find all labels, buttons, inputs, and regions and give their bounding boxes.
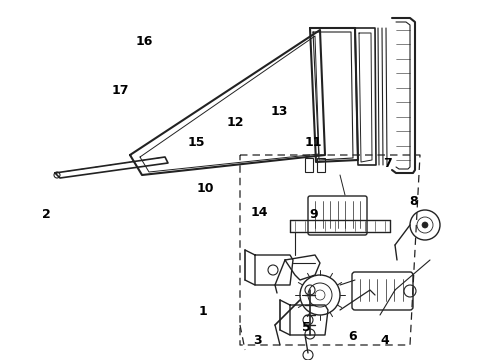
- Text: 12: 12: [226, 116, 244, 129]
- Circle shape: [422, 222, 428, 228]
- Text: 5: 5: [302, 321, 311, 334]
- Text: 15: 15: [187, 136, 205, 149]
- Text: 2: 2: [42, 208, 51, 221]
- Text: 10: 10: [197, 183, 215, 195]
- Text: 17: 17: [111, 84, 129, 96]
- Bar: [317, 158, 325, 172]
- Bar: [305, 158, 313, 172]
- Text: 6: 6: [348, 330, 357, 343]
- Text: 14: 14: [251, 206, 269, 219]
- Text: 3: 3: [253, 334, 262, 347]
- Text: 13: 13: [270, 105, 288, 118]
- Text: 7: 7: [383, 157, 392, 170]
- Text: 1: 1: [199, 305, 208, 318]
- Text: 11: 11: [305, 136, 322, 149]
- Text: 8: 8: [410, 195, 418, 208]
- Text: 16: 16: [136, 35, 153, 48]
- Text: 9: 9: [309, 208, 318, 221]
- Text: 4: 4: [380, 334, 389, 347]
